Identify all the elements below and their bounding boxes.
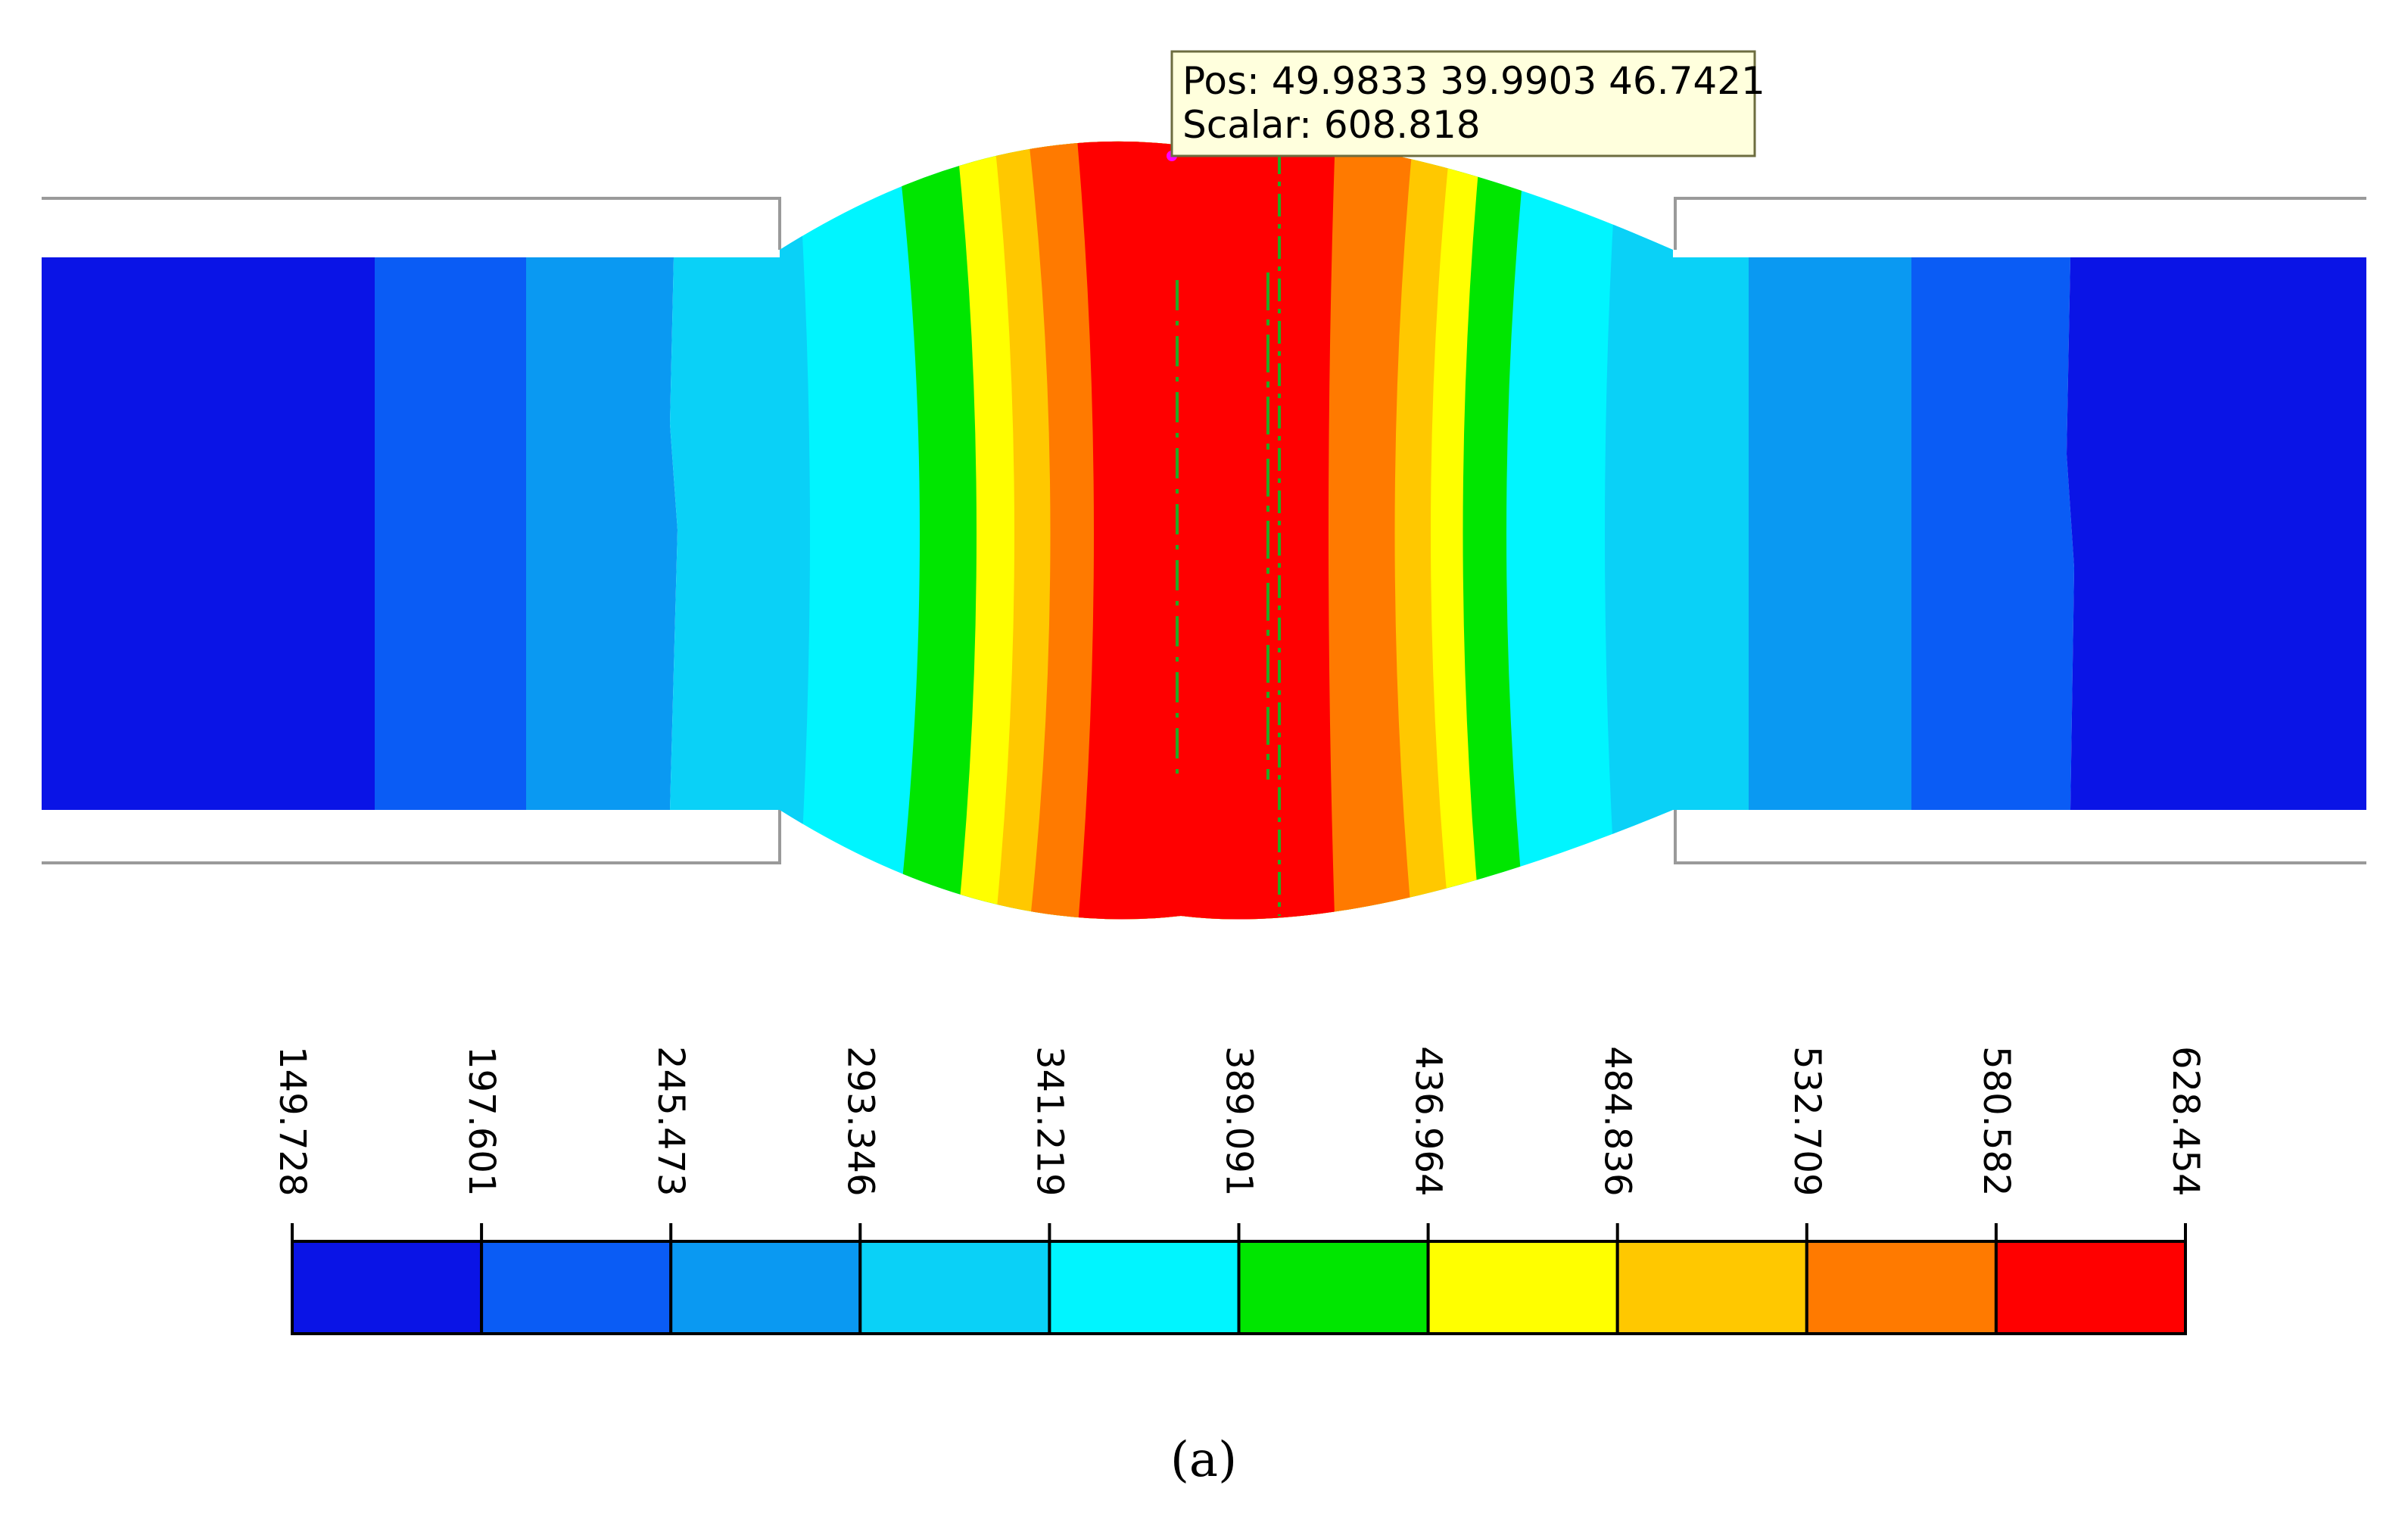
- band-weld-red: [1075, 139, 1336, 920]
- band-left-sky: [670, 257, 787, 810]
- right-plate-top-outline: [1674, 197, 2366, 250]
- legend-color-cell: [1615, 1240, 1808, 1335]
- legend-tick-label: 293.346: [839, 1046, 881, 1197]
- legend-color-cell: [1994, 1240, 2187, 1335]
- legend-tick-label: 149.728: [271, 1046, 313, 1197]
- legend-tick-label: 341.219: [1028, 1046, 1070, 1197]
- legend-color-cell: [291, 1240, 484, 1335]
- legend-tick-label: 532.709: [1786, 1046, 1828, 1197]
- band-weld-right-sky: [1605, 139, 1673, 920]
- band-right-blue: [1911, 257, 2074, 810]
- tooltip-scalar-value: 608.818: [1324, 103, 1481, 147]
- tooltip-pos-line: Pos: 49.9833 39.9903 46.7421: [1182, 59, 1765, 103]
- legend-color-cell: [669, 1240, 862, 1335]
- legend-color-cell: [1426, 1240, 1619, 1335]
- tooltip-scalar-label: Scalar:: [1182, 103, 1312, 147]
- tooltip-pos-label: Pos:: [1182, 59, 1260, 103]
- band-left-deep-blue: [42, 257, 375, 810]
- legend-color-cell: [1048, 1240, 1241, 1335]
- legend-tick-label: 197.601: [460, 1046, 503, 1197]
- legend-tick-label: 484.836: [1597, 1046, 1639, 1197]
- legend-color-cell: [1237, 1240, 1430, 1335]
- legend-color-cell: [1805, 1240, 1998, 1335]
- legend-color-cell: [480, 1240, 673, 1335]
- tooltip-box: [1170, 50, 1756, 157]
- scalar-tooltip: Pos: 49.9833 39.9903 46.7421 Scalar: 608…: [1170, 50, 1765, 157]
- band-left-mid-blue: [526, 257, 678, 810]
- legend-tick-label: 389.091: [1218, 1046, 1260, 1197]
- right-plate-contours: [1669, 257, 2366, 810]
- tooltip-pos-values: 49.9833 39.9903 46.7421: [1272, 59, 1765, 103]
- legend-tick-label: 436.964: [1407, 1046, 1450, 1197]
- legend-tick-label: 580.582: [1975, 1046, 2017, 1197]
- band-right-deep-blue: [2067, 257, 2366, 810]
- band-right-sky: [1669, 257, 1749, 810]
- figure-caption: (a): [1170, 1432, 1237, 1488]
- tooltip-scalar-line: Scalar: 608.818: [1182, 103, 1481, 147]
- left-plate-bottom-outline: [42, 810, 781, 864]
- legend-tick-label: 245.473: [650, 1046, 692, 1197]
- color-legend: 149.728 197.601 245.473 293.346 341.219 389.0…: [271, 1046, 2207, 1335]
- legend-color-cell: [858, 1240, 1051, 1335]
- probe-lines: [1176, 151, 1281, 916]
- left-plate-top-outline: [42, 197, 781, 250]
- plate-outlines: [42, 197, 2366, 864]
- legend-tick-label: 628.454: [2164, 1046, 2207, 1197]
- right-plate-bottom-outline: [1674, 810, 2366, 864]
- band-right-mid-blue: [1749, 257, 1911, 810]
- band-weld-left-sky: [780, 139, 810, 920]
- weld-bead-contours: [780, 139, 1673, 920]
- band-left-blue: [375, 257, 526, 810]
- left-plate-contours: [42, 257, 787, 810]
